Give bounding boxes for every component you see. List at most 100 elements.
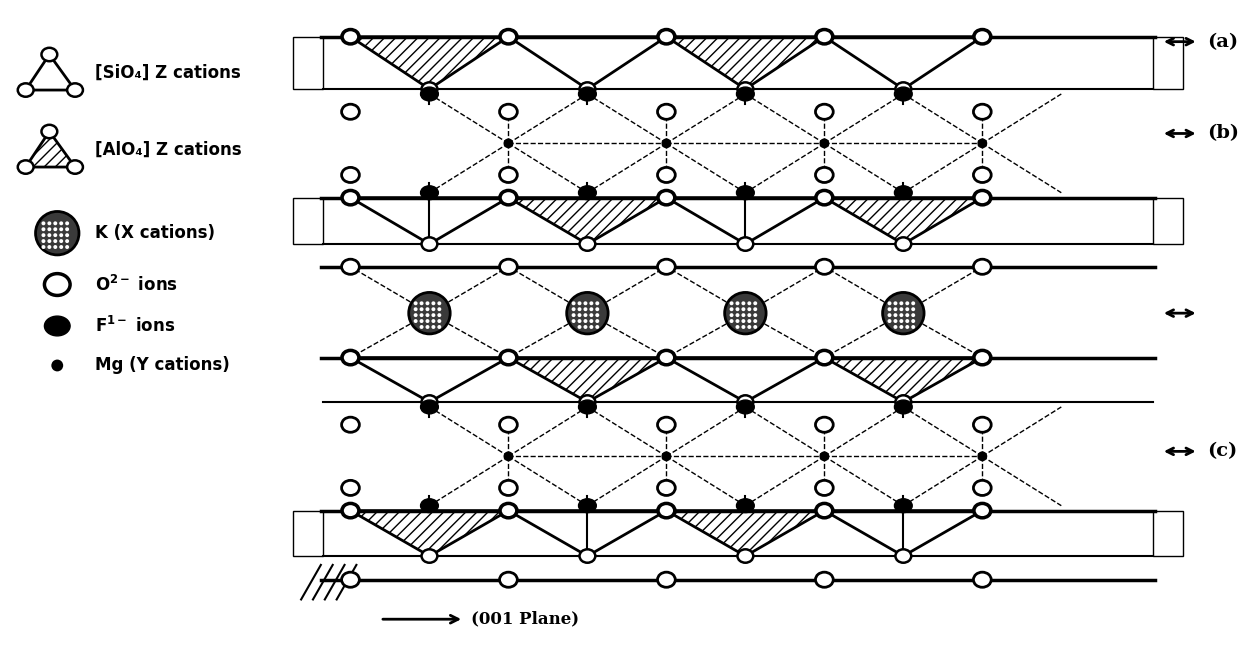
Ellipse shape [341,480,360,495]
Ellipse shape [658,30,675,44]
Ellipse shape [501,30,516,44]
Ellipse shape [658,504,675,518]
Ellipse shape [816,190,833,205]
Circle shape [567,292,608,334]
Circle shape [905,301,909,305]
Ellipse shape [45,316,71,336]
Ellipse shape [422,238,438,251]
Circle shape [661,139,671,148]
Text: K (X cations): K (X cations) [94,224,215,242]
Ellipse shape [894,186,913,200]
Circle shape [438,301,441,305]
Circle shape [47,227,51,231]
Text: [AlO₄] Z cations: [AlO₄] Z cations [94,140,242,158]
Ellipse shape [657,503,676,518]
Ellipse shape [500,503,517,518]
Ellipse shape [500,417,517,432]
Ellipse shape [420,87,438,101]
Circle shape [742,301,745,305]
Circle shape [894,325,898,329]
Ellipse shape [420,499,438,512]
Ellipse shape [973,190,991,205]
Circle shape [414,307,418,311]
Ellipse shape [341,29,360,44]
Circle shape [977,139,987,148]
Circle shape [899,325,903,329]
Circle shape [503,451,513,462]
Ellipse shape [500,104,517,119]
Bar [293,510,322,556]
Circle shape [894,301,898,305]
Circle shape [742,313,745,317]
Ellipse shape [894,499,913,512]
Circle shape [409,292,450,334]
Circle shape [748,325,751,329]
Ellipse shape [420,400,438,414]
Ellipse shape [738,82,753,96]
Ellipse shape [816,191,832,204]
Circle shape [438,319,441,323]
Circle shape [911,313,915,317]
Ellipse shape [816,30,832,44]
Ellipse shape [658,191,675,204]
Circle shape [432,307,435,311]
Circle shape [432,301,435,305]
Circle shape [572,307,575,311]
Circle shape [905,307,909,311]
Circle shape [578,313,582,317]
Ellipse shape [737,87,754,101]
Circle shape [595,307,599,311]
Circle shape [905,313,909,317]
Circle shape [51,359,63,372]
Circle shape [748,301,751,305]
Circle shape [735,325,739,329]
Ellipse shape [579,82,595,96]
Ellipse shape [894,87,913,101]
Ellipse shape [658,351,675,365]
Ellipse shape [816,351,832,365]
Circle shape [47,221,51,225]
Circle shape [729,319,734,323]
Ellipse shape [501,191,516,204]
Circle shape [425,307,429,311]
Circle shape [60,227,63,231]
Polygon shape [666,36,825,89]
Ellipse shape [657,167,676,182]
Ellipse shape [500,350,517,365]
Circle shape [584,301,588,305]
Ellipse shape [41,125,57,138]
Ellipse shape [816,167,833,182]
Ellipse shape [816,191,832,204]
Ellipse shape [500,480,517,495]
Ellipse shape [501,30,516,44]
Circle shape [911,307,915,311]
Circle shape [911,319,915,323]
Circle shape [438,325,441,329]
Ellipse shape [657,417,676,432]
Ellipse shape [579,87,596,101]
Circle shape [438,313,441,317]
Ellipse shape [973,104,991,119]
Circle shape [888,319,892,323]
Circle shape [589,313,593,317]
Bar [1153,198,1183,244]
Ellipse shape [738,238,753,251]
Ellipse shape [579,499,596,512]
Ellipse shape [738,549,753,562]
Circle shape [53,239,57,243]
Circle shape [53,221,57,225]
Circle shape [748,319,751,323]
Ellipse shape [973,167,991,182]
Circle shape [894,319,898,323]
Ellipse shape [501,351,516,365]
Ellipse shape [657,104,676,119]
Circle shape [60,245,63,249]
Ellipse shape [816,104,833,119]
Ellipse shape [579,186,596,200]
Ellipse shape [67,83,83,97]
Circle shape [572,301,575,305]
Ellipse shape [579,400,596,414]
Circle shape [724,292,766,334]
Ellipse shape [816,504,832,518]
Circle shape [894,313,898,317]
